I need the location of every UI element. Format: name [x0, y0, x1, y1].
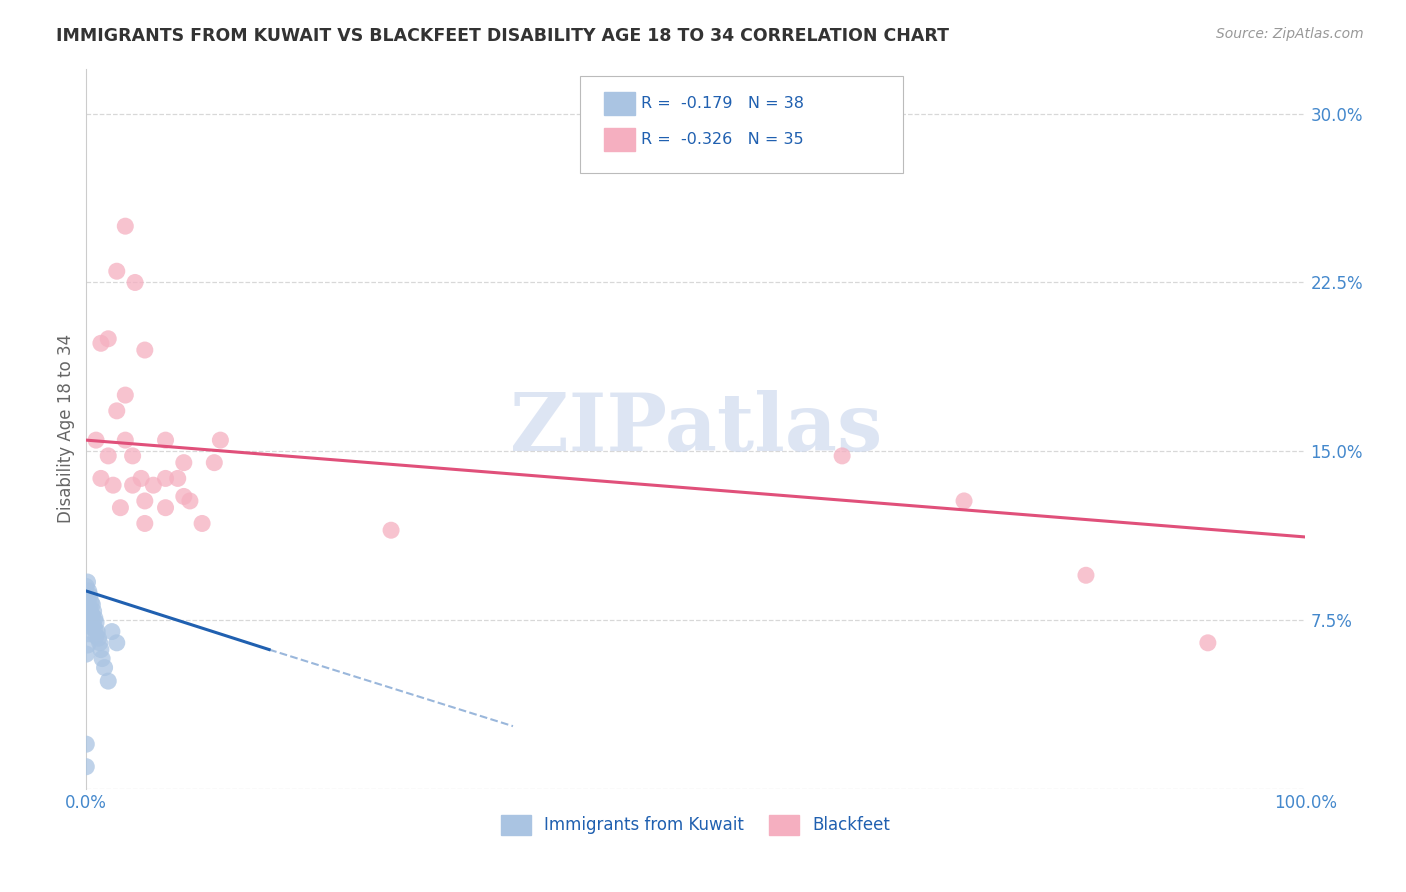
Point [97, 449, 120, 463]
Point [101, 478, 124, 492]
Point [84, 615, 107, 630]
Point [124, 276, 146, 290]
Point [84, 629, 107, 643]
Point [121, 449, 143, 463]
Point [80, 595, 103, 609]
Point [191, 516, 214, 531]
Point [76, 638, 98, 652]
Point [134, 494, 156, 508]
Point [173, 456, 195, 470]
Point [953, 494, 976, 508]
Point [101, 624, 124, 639]
Point [142, 478, 165, 492]
Text: ZIPatlas: ZIPatlas [510, 390, 882, 468]
Text: R =  -0.326   N = 35: R = -0.326 N = 35 [641, 132, 804, 146]
Point [75, 580, 97, 594]
Point [75, 647, 97, 661]
Point [91, 651, 114, 665]
Point [110, 500, 132, 515]
Point [76, 613, 98, 627]
Point [93, 660, 115, 674]
Point [105, 404, 128, 418]
Point [83, 623, 105, 637]
Point [134, 516, 156, 531]
Bar [605, 92, 636, 115]
Point [90, 336, 112, 351]
Point [831, 449, 853, 463]
Point [105, 264, 128, 278]
Point [75, 760, 97, 774]
Point [114, 433, 136, 447]
Point [76, 574, 98, 589]
Y-axis label: Disability Age 18 to 34: Disability Age 18 to 34 [58, 334, 75, 524]
Point [105, 636, 128, 650]
Point [1074, 568, 1097, 582]
Point [173, 490, 195, 504]
Point [83, 617, 105, 632]
Text: Source: ZipAtlas.com: Source: ZipAtlas.com [1216, 27, 1364, 41]
Point [82, 608, 104, 623]
Point [90, 642, 112, 657]
Point [77, 584, 100, 599]
Point [76, 589, 98, 603]
Point [84, 433, 107, 447]
Point [86, 624, 108, 639]
Point [209, 433, 232, 447]
FancyBboxPatch shape [581, 76, 903, 173]
Point [80, 607, 103, 621]
Point [129, 471, 152, 485]
Point [79, 602, 101, 616]
Point [83, 611, 105, 625]
Point [80, 620, 103, 634]
Point [87, 632, 110, 646]
Point [76, 602, 98, 616]
Point [75, 595, 97, 609]
Point [155, 433, 177, 447]
Text: R =  -0.179   N = 38: R = -0.179 N = 38 [641, 95, 804, 111]
Point [79, 615, 101, 630]
Point [166, 471, 188, 485]
Point [1197, 636, 1219, 650]
Point [83, 604, 105, 618]
Point [97, 674, 120, 689]
Point [134, 343, 156, 357]
Point [155, 500, 177, 515]
Point [77, 611, 100, 625]
Point [179, 494, 201, 508]
Point [97, 332, 120, 346]
Point [121, 478, 143, 492]
Point [75, 737, 97, 751]
Legend: Immigrants from Kuwait, Blackfeet: Immigrants from Kuwait, Blackfeet [501, 814, 890, 835]
Point [77, 598, 100, 612]
Point [75, 611, 97, 625]
Point [77, 627, 100, 641]
Point [89, 636, 111, 650]
Text: IMMIGRANTS FROM KUWAIT VS BLACKFEET DISABILITY AGE 18 TO 34 CORRELATION CHART: IMMIGRANTS FROM KUWAIT VS BLACKFEET DISA… [56, 27, 949, 45]
Point [114, 388, 136, 402]
Point [79, 589, 101, 603]
Point [82, 598, 104, 612]
Point [202, 456, 225, 470]
Point [155, 471, 177, 485]
Point [90, 471, 112, 485]
Point [114, 219, 136, 234]
Point [380, 523, 402, 537]
Bar [605, 128, 636, 152]
